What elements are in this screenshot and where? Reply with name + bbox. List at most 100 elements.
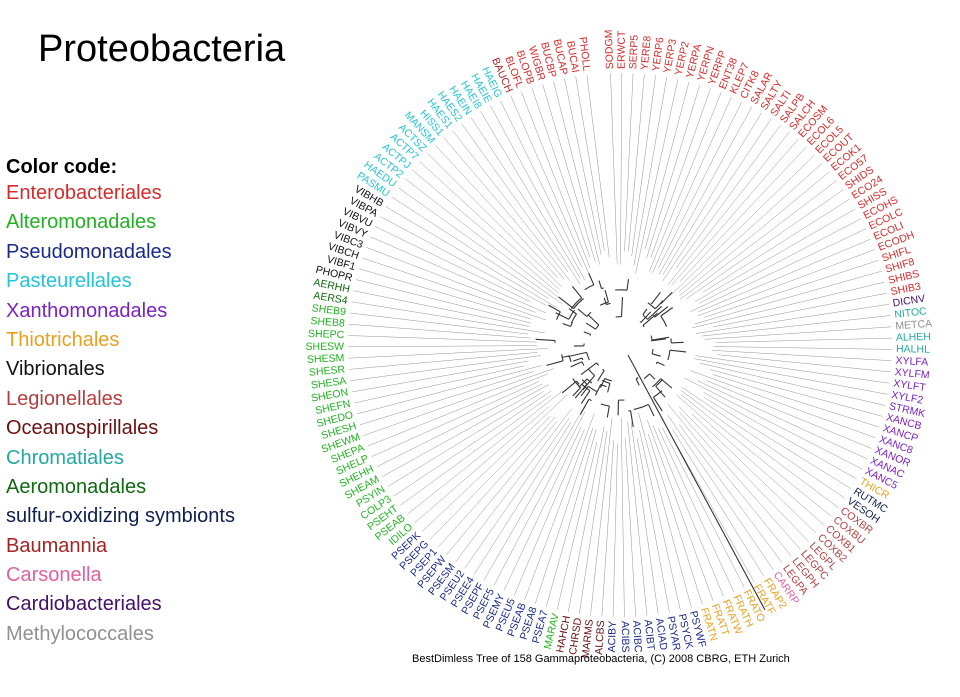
tree-inner-branch (562, 322, 571, 328)
tree-inner-branch (603, 297, 607, 305)
tree-inner-branch (598, 280, 603, 289)
tree-branch (354, 365, 525, 404)
page-title: Proteobacteria (38, 28, 286, 70)
tree-inner-branch (651, 291, 661, 305)
tree-inner-arc (597, 324, 600, 327)
tree-branch (524, 413, 595, 600)
tree-inner-branch (578, 378, 588, 388)
tree-leaf-label: SHEPC (308, 328, 345, 341)
tree-branch (356, 365, 542, 415)
tree-branch (387, 391, 544, 487)
tree-inner-branch (620, 297, 624, 317)
tree-branch (620, 72, 622, 265)
tree-branch (397, 187, 563, 305)
tree-branch (678, 406, 809, 542)
tree-branch (680, 394, 832, 517)
tree-branch (645, 81, 690, 249)
tree-branch (631, 75, 656, 257)
tree-inner-branch (660, 378, 673, 389)
tree-branch (662, 427, 745, 588)
tree-leaf-label: SHEB8 (310, 315, 345, 330)
tree-leaf-label: SHEB9 (311, 302, 347, 318)
tree-inner-arc (595, 325, 599, 330)
tree-branch (679, 162, 823, 292)
tree-branch (699, 363, 886, 406)
tree-inner-arc (650, 335, 653, 341)
tree-branch (681, 386, 845, 499)
tree-branch (393, 390, 552, 497)
tree-branch (716, 337, 892, 343)
tree-branch (681, 390, 839, 508)
tree-leaf-label: ACIAD (653, 617, 669, 651)
tree-inner-arc (604, 377, 613, 382)
tree-branch (452, 130, 570, 281)
tree-branch (353, 290, 530, 327)
tree-branch (684, 377, 863, 470)
tree-inner-branch (606, 406, 610, 418)
tree-inner-branch (558, 296, 574, 310)
tree-branch (670, 154, 815, 296)
tree-leaf-labels: SODGM ERWCT SERP5YERE8YERP6YERP3YERP2YERPA… (305, 29, 932, 659)
legend-item: Chromatiales (6, 446, 124, 469)
tree-inner-branch (583, 331, 591, 335)
tree-branch (427, 152, 563, 288)
tree-branch (690, 228, 866, 312)
tree-inner-branch (607, 383, 611, 393)
tree-branch (568, 426, 605, 613)
tree-branch (531, 87, 591, 258)
tree-inner-branch (580, 390, 591, 404)
tree-branch (363, 368, 554, 436)
tree-branch (546, 428, 597, 607)
tree-inner-branch (546, 360, 564, 366)
tree-branch (703, 198, 850, 293)
tree-branch (429, 415, 551, 540)
tree-branch (358, 268, 532, 320)
tree-branch (694, 270, 882, 325)
tree-branch (667, 403, 792, 557)
tree-inner-branch (572, 357, 583, 362)
tree-branch (691, 413, 817, 534)
tree-inner-branch (649, 373, 656, 380)
tree-branch (639, 430, 681, 611)
tree-branch (679, 171, 830, 297)
tree-inner-branch (671, 341, 684, 344)
figure-caption: BestDimless Tree of 158 Gammaproteobacte… (412, 653, 790, 665)
legend-item: Xanthomonadales (6, 299, 168, 322)
tree-branch (493, 412, 585, 586)
tree-branch (382, 384, 549, 477)
tree-inner-branch (567, 351, 587, 358)
tree-branch (455, 408, 572, 562)
tree-branch (701, 315, 891, 337)
tree-inner-arc (600, 403, 610, 407)
tree-inner-arc (606, 302, 611, 306)
tree-leaf-label: ALHEH (896, 331, 931, 344)
tree-branch (362, 257, 547, 321)
tree-inner-branch (635, 378, 640, 386)
legend-item: Enterobacteriales (6, 182, 162, 204)
tree-branch (473, 422, 572, 575)
tree-branch (366, 247, 536, 313)
tree-branch (628, 74, 645, 252)
tree-branch (407, 390, 563, 515)
tree-inner-arc (568, 355, 572, 362)
tree-branch (694, 208, 856, 302)
tree-inner-arc (651, 348, 654, 354)
tree-leaf-label: CHRSD (567, 617, 585, 656)
tree-branch (510, 95, 592, 280)
tree-branch (355, 279, 531, 324)
tree-branch (703, 392, 857, 480)
tree-branch (411, 169, 559, 294)
tree-inner-branch (651, 353, 661, 357)
tree-branch (601, 440, 614, 617)
tree-inner-branch (588, 272, 595, 286)
tree-branch (625, 438, 636, 617)
tree-leaf-label: ERWCT (616, 30, 628, 69)
tree-branch (376, 383, 543, 467)
tree-branch (646, 84, 700, 259)
tree-branch (686, 189, 844, 299)
tree-branch (542, 84, 596, 262)
tree-leaf-label: SERP5 (627, 34, 641, 69)
tree-branch (375, 226, 531, 302)
tree-branch (347, 345, 537, 347)
tree-branch (535, 427, 594, 604)
